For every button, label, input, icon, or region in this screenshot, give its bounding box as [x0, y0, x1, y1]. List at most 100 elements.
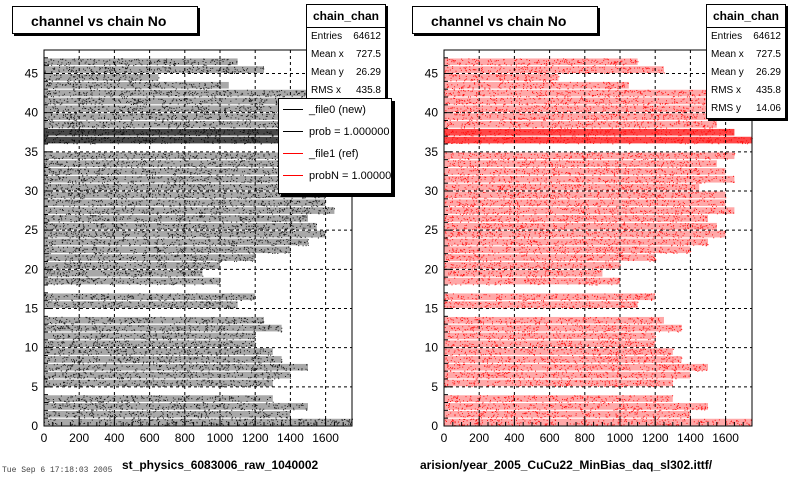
scatter-dots — [445, 191, 727, 200]
right-title-box: channel vs chain No — [412, 6, 598, 34]
right-footer-label: arision/year_2005_CuCu22_MinBias_daq_sl3… — [420, 458, 713, 472]
scatter-dots — [445, 356, 683, 364]
scatter-band — [444, 136, 752, 144]
scatter-band — [444, 340, 656, 348]
scatter-dots — [446, 207, 735, 215]
scatter-band — [444, 262, 620, 269]
scatter-dots — [444, 152, 736, 161]
scatter-band — [44, 262, 220, 269]
scatter-band — [444, 246, 691, 254]
scatter-band — [44, 160, 317, 167]
x-tick-label: 1200 — [242, 431, 269, 445]
scatter-dots — [44, 215, 307, 223]
right-stats-row: RMS x 435.8 — [707, 82, 785, 100]
right-stats-name: chain_chan — [707, 5, 785, 28]
scatter-band — [444, 66, 664, 73]
scatter-band — [44, 105, 317, 113]
scatter-dots — [446, 81, 629, 90]
scatter-band — [444, 152, 735, 160]
legend-line-swatch — [283, 175, 303, 176]
x-tick-label: 200 — [69, 431, 89, 445]
y-tick-label: 5 — [31, 380, 38, 394]
scatter-band — [44, 128, 335, 136]
scatter-band — [444, 269, 603, 277]
scatter-band — [444, 395, 673, 402]
right-scatter-plot: 0 200 400 600 800 1000 1200 1400 1600 0 5 10 15 20 25 3… — [425, 49, 753, 445]
x-tick-label: 400 — [104, 431, 124, 445]
scatter-dots — [44, 128, 335, 137]
scatter-dots — [45, 363, 308, 372]
scatter-dots — [46, 81, 221, 90]
scatter-band — [444, 316, 664, 324]
scatter-band — [444, 215, 708, 222]
scatter-band — [44, 379, 273, 387]
stats-value: 14.06 — [755, 103, 781, 114]
scatter-band — [44, 403, 308, 410]
scatter-dots — [45, 105, 317, 114]
scatter-dots — [445, 371, 690, 380]
legend-entry: prob = 1.000000 — [279, 121, 391, 143]
x-tick-label: 800 — [175, 431, 195, 445]
x-tick-label: 1200 — [642, 431, 669, 445]
scatter-band — [44, 332, 256, 340]
scatter-band — [44, 152, 335, 160]
scatter-band — [444, 301, 638, 308]
scatter-dots — [444, 316, 662, 325]
scatter-band — [44, 356, 282, 363]
left-legend-box: _file0 (new) prob = 1.000000 _file1 (ref… — [278, 98, 392, 194]
y-tick-label: 20 — [425, 262, 439, 276]
stats-value: 435.8 — [355, 85, 381, 96]
scatter-band — [444, 183, 700, 191]
scatter-band — [44, 183, 300, 191]
stats-label: RMS x — [311, 85, 341, 96]
stats-value: 727.5 — [355, 49, 381, 60]
legend-entry: _file1 (ref) — [279, 143, 391, 165]
scatter-dots — [444, 168, 724, 176]
y-tick-label: 25 — [425, 223, 439, 237]
y-tick-label: 5 — [431, 380, 438, 394]
stats-value: 435.8 — [755, 85, 781, 96]
stats-value: 64612 — [753, 31, 781, 42]
scatter-dots — [46, 238, 309, 247]
legend-label: probN = 1.000000 — [309, 170, 392, 182]
scatter-dots — [44, 222, 318, 231]
y-tick-label: 35 — [425, 145, 439, 159]
stats-label: Mean y — [311, 67, 344, 78]
y-tick-label: 40 — [425, 106, 439, 120]
scatter-band — [44, 89, 344, 97]
scatter-band — [444, 222, 717, 230]
axis-ticks: 0 200 400 600 800 1000 1200 1400 1600 0 5 10 15 20 25 3… — [25, 57, 344, 445]
stats-label: Entries — [311, 31, 343, 42]
stats-value: 64612 — [353, 31, 381, 42]
y-tick-label: 35 — [25, 145, 39, 159]
scatter-dots — [44, 371, 291, 380]
scatter-dots — [444, 136, 753, 145]
scatter-dots — [44, 113, 327, 121]
scatter-dots — [444, 277, 621, 286]
scatter-dots — [444, 324, 683, 333]
legend-entry: probN = 1.000000 — [279, 165, 391, 187]
stats-label: Mean x — [311, 49, 344, 60]
scatter-dots — [445, 113, 723, 121]
scatter-dots — [44, 324, 283, 333]
x-tick-label: 0 — [441, 431, 448, 445]
scatter-dots — [444, 89, 744, 98]
y-tick-label: 25 — [25, 223, 39, 237]
scatter-dots — [448, 269, 601, 278]
scatter-band — [44, 58, 238, 66]
scatter-dots — [53, 332, 256, 341]
legend-line-swatch — [283, 131, 303, 132]
scatter-band — [44, 74, 159, 81]
scatter-band — [44, 207, 335, 214]
scatter-dots — [444, 348, 674, 356]
x-tick-label: 600 — [140, 431, 160, 445]
scatter-band — [444, 128, 735, 136]
scatter-band — [44, 254, 256, 261]
scatter-dots — [445, 183, 696, 192]
scatter-dots — [45, 207, 336, 215]
scatter-dots — [44, 356, 283, 364]
scatter-band — [444, 207, 735, 214]
scatter-band — [444, 81, 629, 89]
scatter-band — [444, 175, 735, 183]
scatter-dots — [45, 403, 308, 411]
